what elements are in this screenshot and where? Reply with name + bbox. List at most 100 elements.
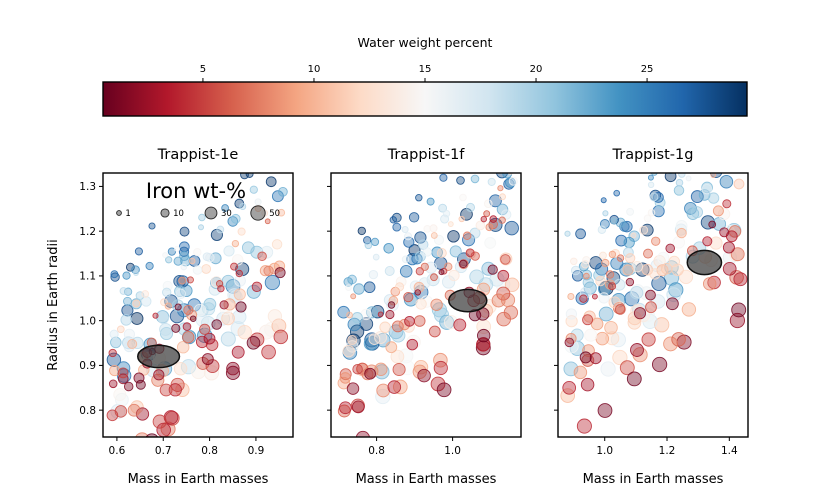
scatter-point (127, 403, 141, 417)
x-tick-label: 1.2 (659, 445, 676, 457)
scatter-point (678, 269, 694, 285)
scatter-point (430, 232, 438, 239)
scatter-point (678, 173, 686, 178)
scatter-point (389, 216, 397, 224)
scatter-point (610, 217, 618, 225)
scatter-point (134, 449, 148, 463)
scatter-point (193, 248, 202, 257)
scatter-point (173, 256, 183, 266)
scatter-point (219, 300, 229, 310)
scatter-point (414, 250, 426, 263)
scatter-point (226, 361, 240, 376)
scatter-point (406, 334, 421, 350)
x-tick-label: 0.7 (155, 445, 172, 457)
scatter-point (459, 259, 468, 269)
scatter-point (443, 262, 453, 271)
scatter-point (417, 368, 431, 383)
scatter-point (489, 215, 498, 223)
scatter-point (731, 302, 747, 318)
scatter-point (484, 199, 493, 208)
scatter-point (186, 309, 198, 321)
scatter-point (651, 236, 661, 246)
scatter-point (152, 312, 159, 319)
panel-title-trappist-1f: Trappist-1f (387, 147, 466, 163)
scatter-point (346, 382, 360, 395)
scatter-point (496, 286, 511, 301)
scatter-point (470, 251, 480, 261)
scatter-point (257, 251, 267, 262)
scatter-point (582, 256, 591, 265)
scatter-point (570, 328, 584, 342)
scatter-point (106, 409, 119, 422)
scatter-point (120, 314, 132, 326)
size-legend-label: 1 (125, 209, 130, 219)
scatter-point (123, 296, 132, 306)
scatter-point (651, 356, 668, 373)
scatter-point (195, 313, 209, 327)
scatter-point (364, 241, 373, 250)
scatter-point (168, 383, 182, 397)
scatter-point (449, 245, 462, 258)
scatter-point (404, 315, 415, 327)
scatter-point (647, 174, 654, 181)
scatter-point (345, 284, 352, 291)
colorbar-label: Water weight percent (358, 35, 493, 50)
scatter-point (162, 287, 172, 297)
scatter-point (248, 164, 254, 170)
scatter-point (621, 220, 633, 233)
scatter-point (430, 273, 438, 282)
scatter-point (392, 362, 406, 377)
scatter-point (159, 322, 173, 336)
scatter-point (178, 276, 187, 285)
scatter-point (575, 228, 586, 240)
scatter-point (580, 377, 595, 392)
colorbar (102, 81, 748, 117)
scatter-point (595, 275, 606, 287)
scatter-point (175, 288, 187, 299)
scatter-point (415, 298, 427, 310)
scatter-point (570, 257, 578, 266)
scatter-point (370, 237, 380, 247)
scatter-point (462, 231, 472, 241)
scatter-point (699, 152, 704, 157)
scatter-point (201, 264, 212, 274)
scatter-point (130, 312, 144, 325)
scatter-point (374, 362, 388, 376)
scatter-point (135, 432, 149, 437)
scatter-point (733, 272, 748, 287)
y-tick-label: 1.2 (79, 226, 96, 238)
scatter-point (117, 373, 129, 385)
scatter-point (237, 227, 246, 236)
scatter-point (657, 166, 663, 172)
colorbar-tick-label: 25 (641, 64, 654, 75)
scatter-point (408, 212, 420, 223)
scatter-point (730, 247, 745, 262)
scatter-point (121, 304, 134, 317)
scatter-point (339, 401, 352, 415)
scatter-point (633, 307, 647, 320)
scatter-point (480, 215, 488, 223)
scatter-point (199, 323, 211, 335)
scatter-point (565, 308, 578, 320)
scatter-point (216, 225, 225, 234)
scatter-point (110, 272, 120, 282)
x-tick-label: 1.4 (721, 445, 738, 457)
scatter-point (686, 136, 694, 144)
scatter-point (395, 276, 407, 288)
scatter-point (273, 152, 282, 161)
scatter-point (116, 325, 125, 334)
scatter-point (428, 325, 441, 338)
scatter-point (722, 241, 735, 254)
scatter-point (448, 269, 460, 282)
scatter-point (643, 214, 652, 223)
scatter-point (108, 379, 118, 389)
scatter-point (504, 159, 512, 167)
scatter-point (256, 156, 263, 163)
scatter-point (683, 139, 690, 146)
scatter-point (347, 334, 358, 346)
scatter-point (597, 403, 613, 418)
scatter-point (571, 270, 584, 282)
scatter-point (246, 284, 261, 299)
scatter-point (584, 328, 598, 342)
scatter-point (412, 364, 427, 379)
